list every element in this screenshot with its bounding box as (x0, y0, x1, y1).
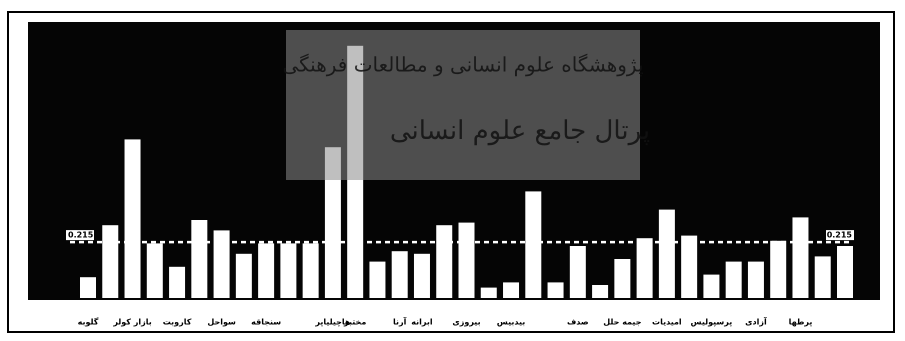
x-tick-label: پرسپولیس (691, 318, 733, 328)
bar (391, 251, 408, 298)
bar (258, 243, 275, 298)
x-tick-label: آزادی (745, 317, 767, 327)
bar (658, 209, 675, 298)
bar (636, 238, 653, 298)
bar (547, 282, 564, 298)
bar (436, 225, 453, 298)
reference-label-box (826, 230, 854, 241)
watermark-top: پژوهشگاه علوم انسانی و مطالعات فرهنگی (282, 53, 643, 77)
bar (525, 191, 542, 298)
bar (324, 147, 341, 298)
reference-label-box (66, 230, 94, 241)
bar (80, 277, 96, 298)
bar (191, 220, 208, 298)
x-tick-label: کاروبت (163, 318, 192, 327)
bar (369, 261, 386, 298)
bar (302, 243, 319, 298)
x-tick-label: بیروزی (452, 318, 480, 327)
reference-label: 0.215 (68, 231, 94, 240)
bar (146, 243, 163, 298)
bar (280, 243, 297, 298)
x-tick-label: بازار کولر (112, 318, 151, 327)
x-tick-label: سواحل (207, 318, 236, 327)
x-tick-label: بیدبیس (497, 318, 525, 328)
bar (703, 274, 720, 298)
bar (837, 246, 853, 298)
x-tick-label: ابرانه (411, 318, 433, 327)
x-tick-label: مختبر (343, 318, 366, 327)
x-tick-label: سنجاقه (251, 318, 281, 327)
bar (124, 139, 141, 298)
bar (480, 287, 497, 298)
bar (747, 261, 764, 298)
bar (814, 256, 831, 298)
bar (458, 222, 475, 298)
bar (235, 253, 252, 298)
bar (413, 253, 430, 298)
bar (102, 225, 119, 298)
x-tick-label: آرنا (393, 317, 407, 327)
reference-label: 0.215 (827, 231, 853, 240)
x-tick-label: امیدیات (652, 318, 682, 327)
watermark-box (286, 30, 640, 180)
bar (569, 246, 586, 298)
x-tick-label: گلوبه (78, 317, 99, 327)
bar (503, 282, 520, 298)
bar (169, 266, 186, 298)
bar (614, 259, 631, 298)
bar (681, 235, 698, 298)
bar (792, 217, 809, 298)
bars (80, 45, 853, 298)
x-tick-label: هاچیلیاپر (314, 318, 351, 327)
x-tick-label: جیمه حلل (603, 318, 641, 327)
bar (592, 285, 609, 298)
x-tick-label: صدف (567, 318, 589, 327)
bar (213, 230, 230, 298)
watermark-main: پرتال جامع علوم انسانی (390, 116, 650, 146)
bar (770, 240, 787, 298)
x-tick-label: پرطها (789, 318, 813, 327)
bar (725, 261, 742, 298)
